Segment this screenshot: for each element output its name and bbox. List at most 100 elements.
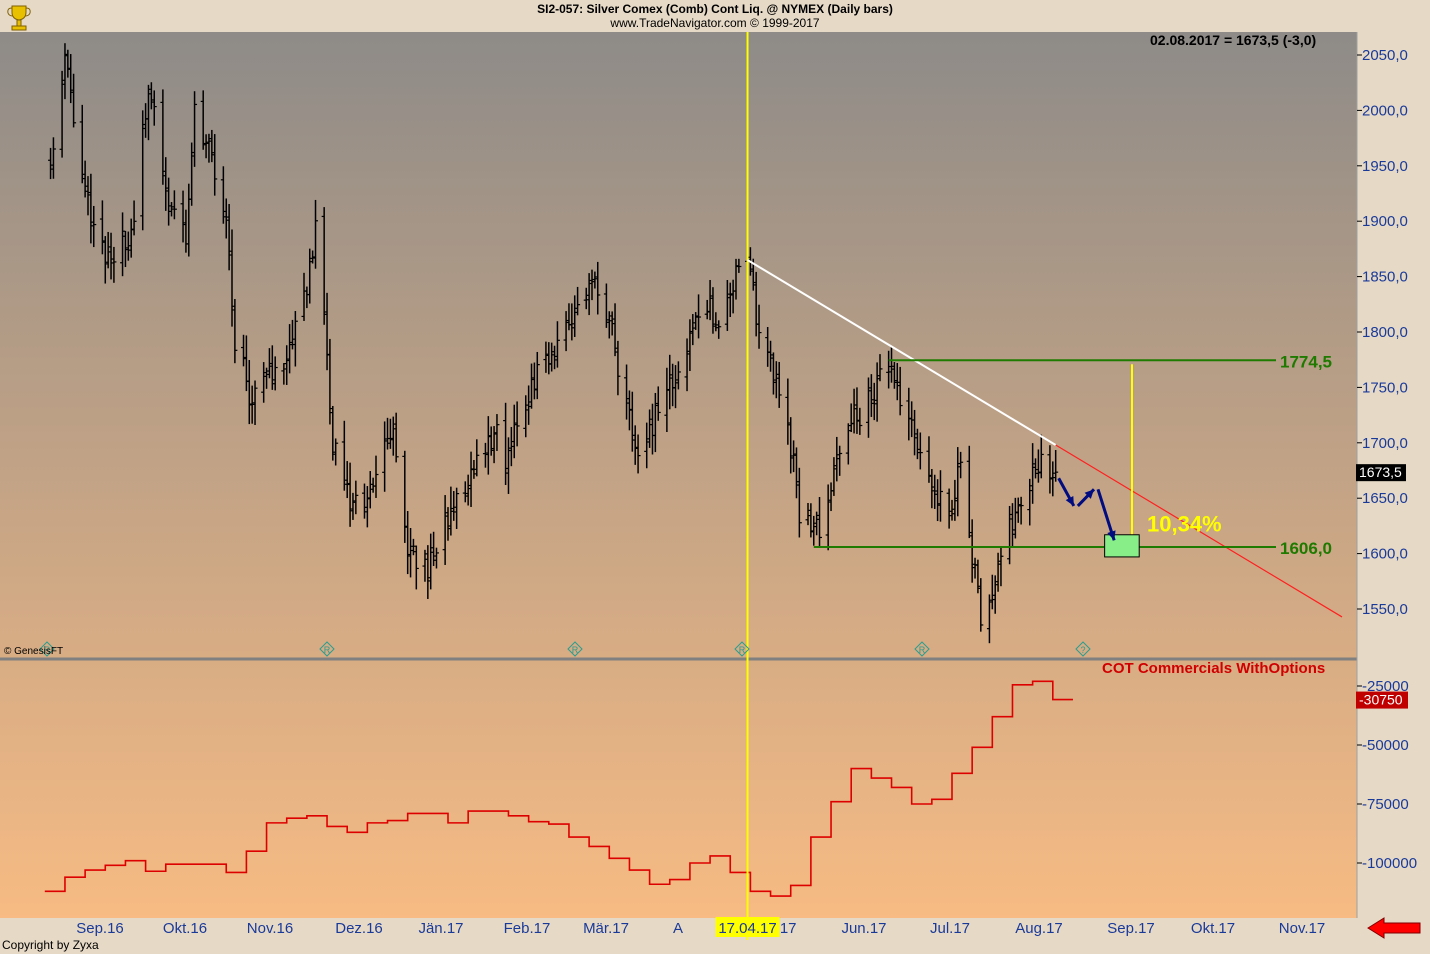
ohlc-bar (808, 503, 814, 538)
y-tick-label: 1750,0 (1362, 379, 1408, 396)
ohlc-bar (431, 531, 437, 567)
ohlc-bar (160, 89, 166, 185)
ohlc-bar (508, 426, 514, 467)
ohlc-bar (82, 160, 88, 198)
ohlc-bar (667, 354, 673, 410)
y-tick-label: 1800,0 (1362, 324, 1408, 341)
ohlc-bar (986, 594, 992, 644)
ohlc-bar (776, 361, 782, 408)
event-marker-label: R (572, 645, 579, 655)
cot-series-name: COT Commercials WithOptions (1102, 660, 1326, 677)
ohlc-bar (408, 528, 414, 578)
ohlc-bar (629, 391, 635, 452)
ohlc-bar (1030, 443, 1036, 504)
ohlc-bar (736, 258, 742, 273)
event-marker-diamond (734, 641, 750, 657)
ohlc-bar (272, 356, 278, 391)
ohlc-bar (249, 385, 255, 424)
ohlc-bar (603, 283, 609, 328)
y-tick-label: 1650,0 (1362, 490, 1408, 507)
ohlc-bar (428, 533, 434, 590)
ohlc-bar (405, 511, 411, 575)
ohlc-bar (891, 362, 897, 389)
ohlc-bar (727, 282, 733, 318)
ohlc-bar (485, 416, 491, 475)
projection-arrowhead (1065, 495, 1074, 506)
copyright: Copyright by Zyxa (2, 938, 99, 952)
y-tick-label: 1700,0 (1362, 435, 1408, 452)
ohlc-bar (756, 304, 762, 349)
ohlc-bar (307, 248, 313, 304)
ohlc-bar (491, 426, 497, 464)
ohlc-bar (886, 350, 892, 389)
ohlc-bar (261, 362, 267, 403)
event-marker-diamond (39, 641, 55, 657)
ohlc-bar (425, 545, 431, 599)
ohlc-bar (462, 481, 468, 503)
event-marker-label: R (739, 645, 746, 655)
ohlc-bar (989, 574, 995, 610)
trophy-icon (4, 2, 34, 32)
event-marker-diamond (1075, 641, 1091, 657)
ohlc-bar (252, 380, 258, 425)
x-tick-label: Okt.17 (1191, 920, 1235, 937)
ohlc-bar (975, 559, 981, 594)
ohlc-bar (48, 147, 54, 180)
x-tick-label: Jän.17 (418, 920, 463, 937)
ohlc-bar (287, 324, 293, 374)
ohlc-bar (203, 134, 209, 159)
ohlc-bar (246, 360, 252, 425)
ohlc-bar (632, 425, 638, 465)
ohlc-bar (50, 137, 56, 179)
ohlc-bar (266, 348, 272, 379)
ohlc-bar (609, 311, 615, 336)
ohlc-bar (914, 428, 920, 460)
ohlc-bar (811, 515, 817, 546)
ohlc-bar (569, 303, 575, 341)
ohlc-bar (834, 436, 840, 482)
ohlc-bar (102, 236, 108, 284)
ohlc-bar (1035, 449, 1041, 483)
ohlc-bar (122, 230, 128, 268)
ohlc-bar (1053, 450, 1059, 482)
ohlc-bar (583, 287, 589, 310)
ohlc-bar (382, 421, 388, 492)
ohlc-bar (572, 295, 578, 337)
ohlc-bar (264, 367, 270, 389)
ohlc-bar (969, 519, 975, 583)
ohlc-bar (857, 407, 863, 435)
ohlc-bar (454, 487, 460, 529)
ohlc-bar (644, 422, 650, 469)
projection-percent-label: 10,34% (1147, 511, 1222, 536)
ohlc-bar (151, 90, 157, 126)
ohlc-bar (451, 491, 457, 521)
ohlc-bar (626, 390, 632, 431)
ohlc-bar (966, 445, 972, 539)
ohlc-bar (868, 374, 874, 417)
ohlc-bar (410, 538, 416, 556)
ohlc-bar (889, 346, 895, 383)
target-zone-box (1104, 534, 1140, 558)
ohlc-bar (422, 549, 428, 582)
highlighted-date-label: 17.04.17 (718, 920, 776, 937)
ohlc-bar (192, 91, 198, 167)
ohlc-bar (713, 312, 719, 332)
ohlc-bar (111, 246, 117, 283)
ohlc-bar (926, 436, 932, 483)
ohlc-bar (390, 416, 396, 456)
support-label: 1606,0 (1280, 539, 1332, 558)
ohlc-bar (269, 345, 275, 390)
ohlc-bar (865, 377, 871, 438)
ohlc-bar (946, 488, 952, 529)
ohlc-bar (851, 388, 857, 434)
x-tick-label: Sep.17 (1107, 920, 1155, 937)
ohlc-bar (523, 395, 529, 438)
ohlc-bar (292, 311, 298, 367)
ohlc-bar (341, 420, 347, 491)
ohlc-bar (837, 445, 843, 476)
ohlc-bar (937, 470, 943, 522)
ohlc-bar (949, 499, 955, 521)
ohlc-bar (615, 340, 621, 396)
event-marker-diamond (567, 641, 583, 657)
ohlc-bar (413, 545, 419, 590)
